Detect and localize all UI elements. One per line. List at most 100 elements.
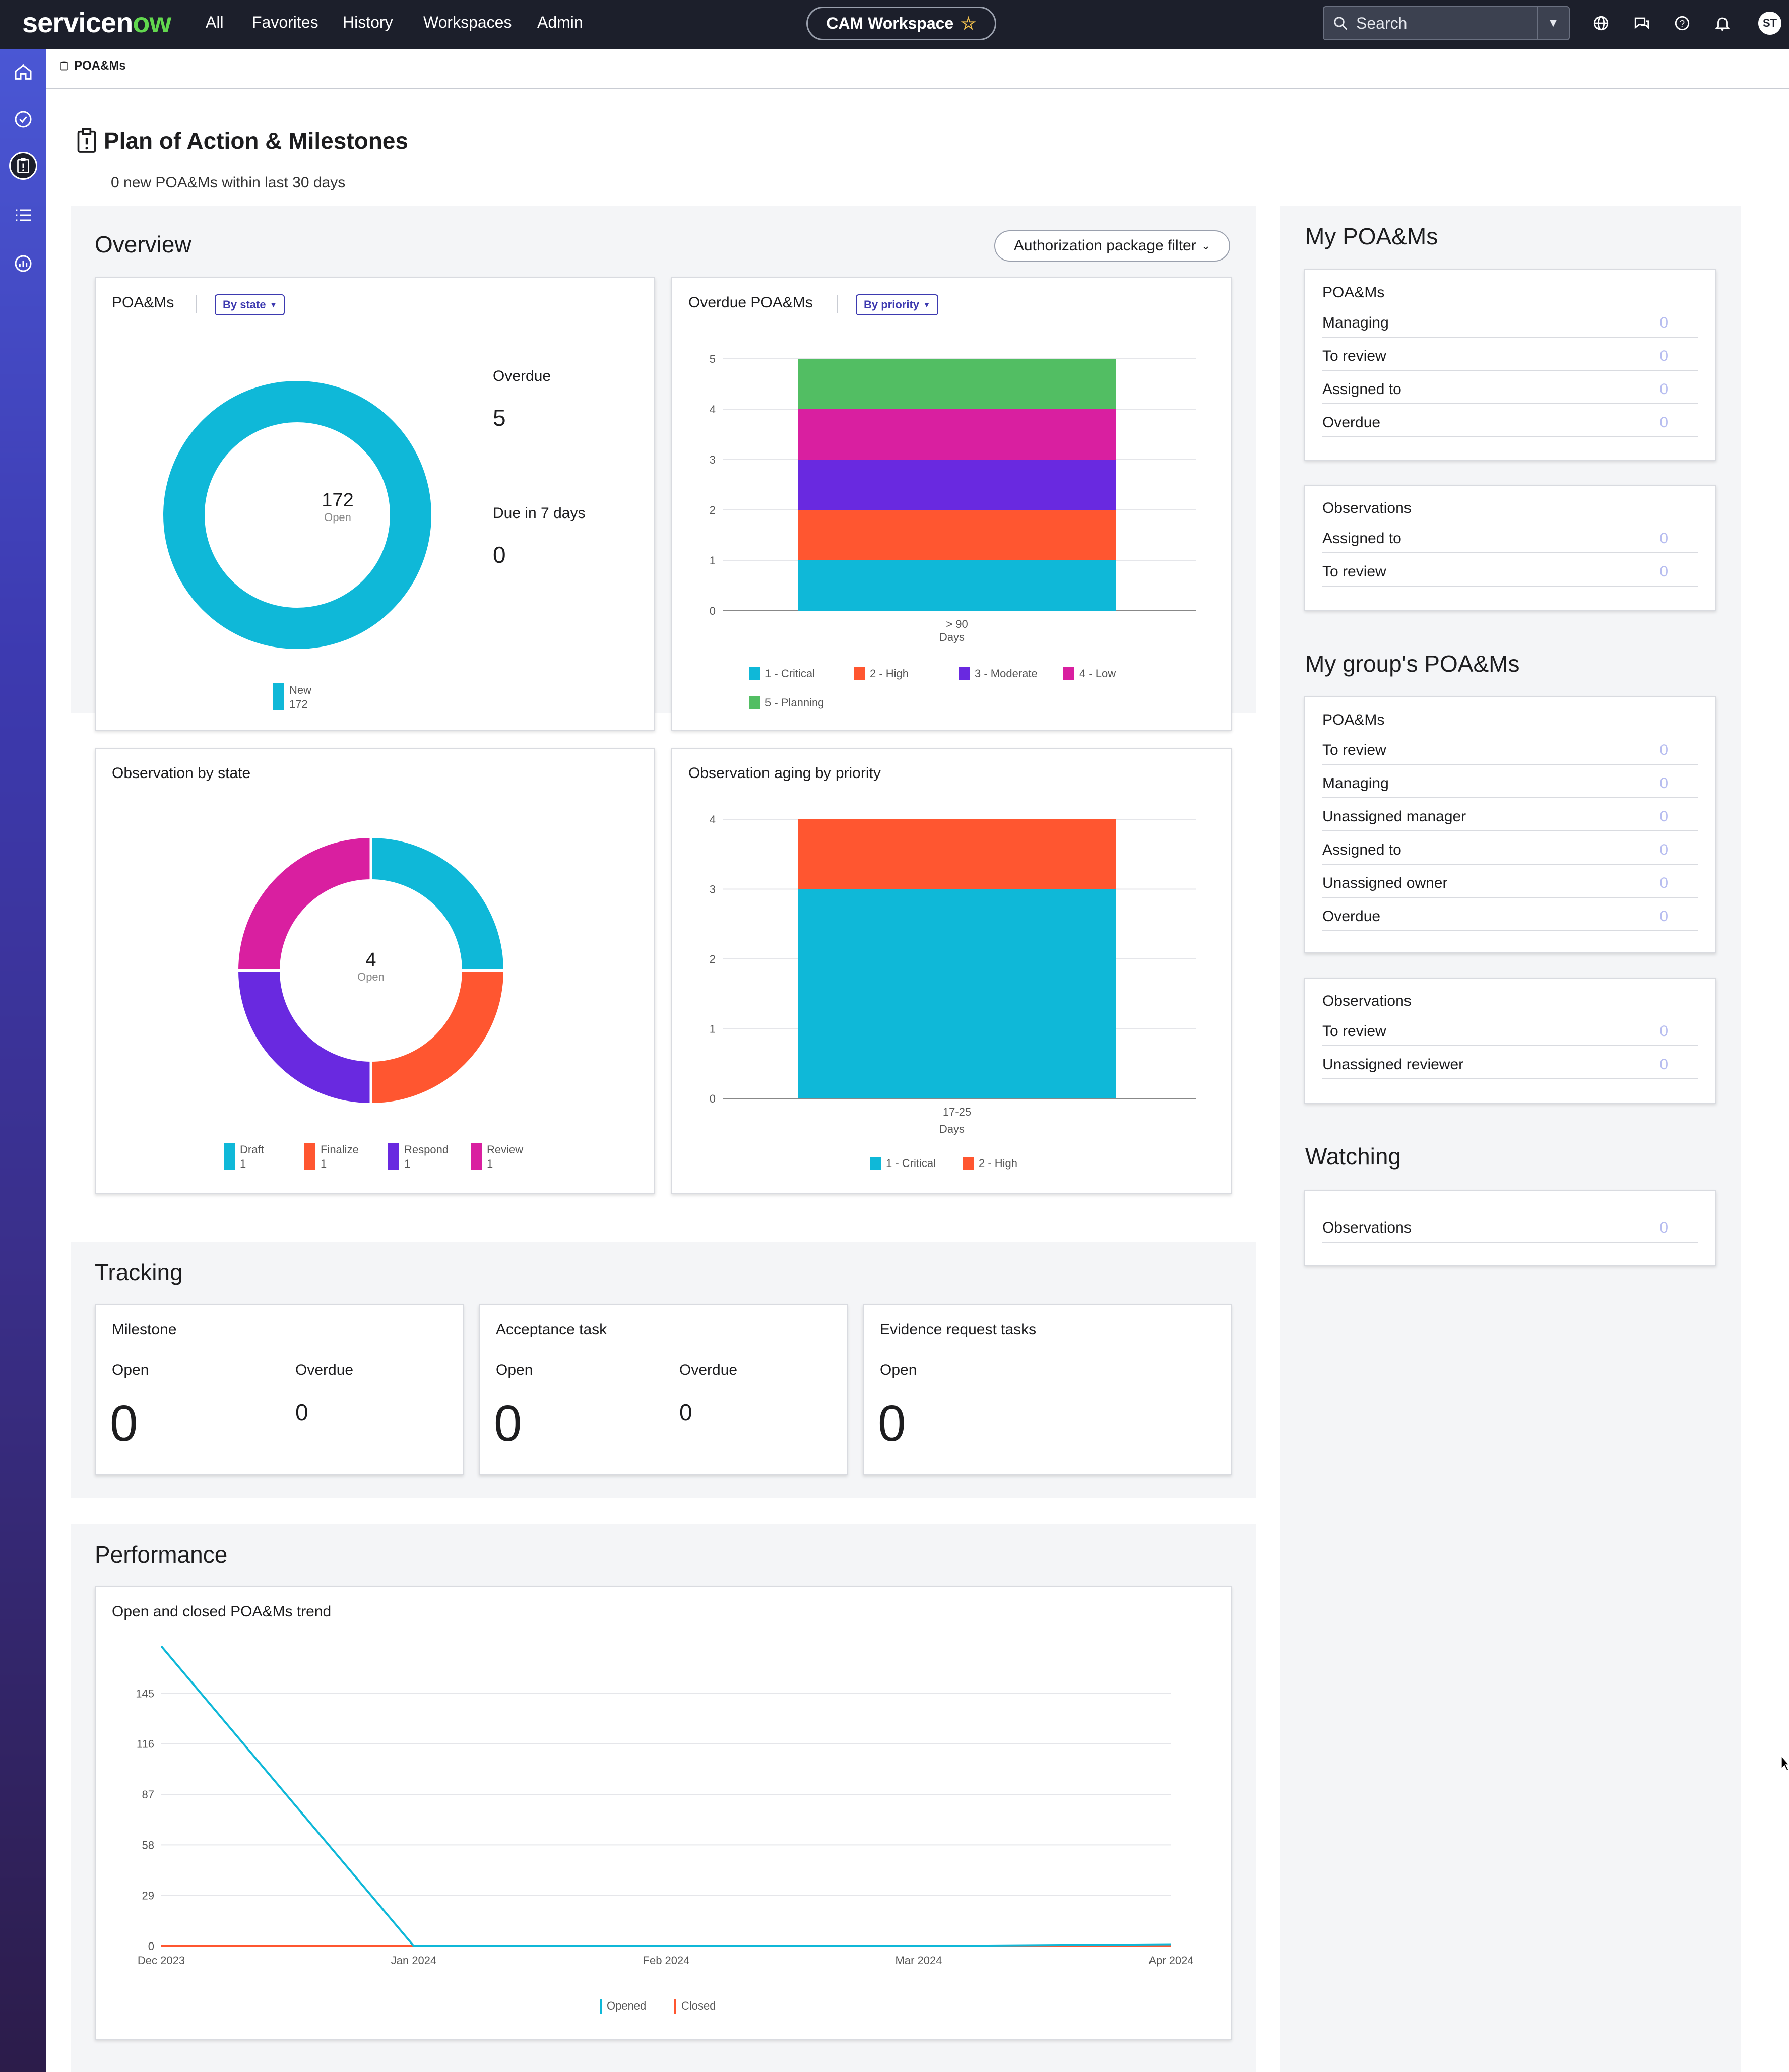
avatar[interactable]: ST — [1758, 12, 1781, 35]
legend-item-draft[interactable]: Draft 1 — [224, 1143, 264, 1171]
y-tick-label: 5 — [710, 353, 716, 365]
list-icon[interactable] — [9, 201, 37, 229]
nav-all[interactable]: All — [206, 13, 224, 31]
tracking-panel: Tracking Milestone Open 0 Overdue 0 Acce… — [71, 1242, 1256, 1498]
my-poams-row-to-review[interactable]: To review 0 — [1322, 338, 1698, 371]
by-priority-dropdown[interactable]: By priority ▼ — [856, 294, 938, 315]
legend-item-moderate[interactable]: 3 - Moderate — [959, 667, 1038, 680]
chat-icon[interactable] — [1632, 13, 1652, 33]
donut-segment-review[interactable] — [238, 838, 371, 971]
row-count[interactable]: 0 — [1659, 808, 1668, 825]
row-count[interactable]: 0 — [1659, 314, 1668, 331]
legend-swatch — [304, 1143, 315, 1170]
legend-item-critical[interactable]: 1 - Critical — [870, 1157, 936, 1170]
milestone-card[interactable]: Milestone Open 0 Overdue 0 — [95, 1304, 464, 1475]
card-title: Observations — [1322, 500, 1412, 516]
bar-segment-2-high[interactable] — [798, 510, 1116, 560]
group-poams-row-assigned-to[interactable]: Assigned to 0 — [1322, 831, 1698, 865]
legend-item-respond[interactable]: Respond 1 — [388, 1143, 449, 1171]
donut-segment-draft[interactable] — [370, 838, 503, 971]
my-poams-row-managing[interactable]: Managing 0 — [1322, 304, 1698, 338]
clipboard-icon[interactable] — [9, 152, 37, 180]
x-tick-label: > 90 — [946, 618, 968, 630]
analytics-icon[interactable] — [9, 249, 37, 278]
bar-segment-4-low[interactable] — [798, 409, 1116, 460]
row-count[interactable]: 0 — [1659, 875, 1668, 891]
row-count[interactable]: 0 — [1659, 563, 1668, 580]
search-scope-dropdown[interactable]: ▼ — [1537, 7, 1569, 39]
globe-icon[interactable] — [1591, 13, 1611, 33]
legend-item-opened[interactable]: Opened — [600, 1999, 646, 2014]
donut-segment-finalize[interactable] — [370, 970, 503, 1103]
legend-item-low[interactable]: 4 - Low — [1063, 667, 1116, 680]
group-poams-row-managing[interactable]: Managing 0 — [1322, 765, 1698, 798]
group-poams-row-unassigned-owner[interactable]: Unassigned owner 0 — [1322, 865, 1698, 898]
star-icon[interactable]: ☆ — [961, 14, 976, 33]
bar-segment-2-high[interactable] — [798, 819, 1116, 889]
nav-history[interactable]: History — [343, 13, 393, 31]
bell-icon[interactable] — [1712, 13, 1733, 33]
my-poams-row-overdue[interactable]: Overdue 0 — [1322, 404, 1698, 437]
servicenow-logo[interactable]: servicenow — [22, 6, 171, 39]
performance-panel: Performance Open and closed POA&Ms trend… — [71, 1524, 1256, 2072]
row-count[interactable]: 0 — [1659, 348, 1668, 364]
open-value[interactable]: 0 — [110, 1395, 138, 1452]
legend-item-critical[interactable]: 1 - Critical — [749, 667, 815, 680]
group-observations-row-to-review[interactable]: To review 0 — [1322, 1013, 1698, 1046]
nav-workspaces[interactable]: Workspaces — [423, 13, 512, 31]
caret-down-icon: ▼ — [270, 301, 277, 309]
legend-item-high[interactable]: 2 - High — [963, 1157, 1017, 1170]
watching-row-observations[interactable]: Observations 0 — [1322, 1209, 1698, 1243]
row-count[interactable]: 0 — [1659, 841, 1668, 858]
bar-segment-1-critical[interactable] — [798, 560, 1116, 611]
workspace-selector[interactable]: CAM Workspace ☆ — [806, 7, 996, 40]
group-poams-row-overdue[interactable]: Overdue 0 — [1322, 898, 1698, 931]
nav-admin[interactable]: Admin — [537, 13, 583, 31]
row-count[interactable]: 0 — [1659, 1219, 1668, 1236]
bar-segment-5-planning[interactable] — [798, 359, 1116, 409]
row-count[interactable]: 0 — [1659, 1056, 1668, 1073]
check-circle-icon[interactable] — [9, 105, 37, 134]
line-series-opened[interactable] — [160, 1645, 1172, 1947]
overdue-value[interactable]: 0 — [679, 1399, 692, 1426]
row-count[interactable]: 0 — [1659, 530, 1668, 547]
row-count[interactable]: 0 — [1659, 775, 1668, 792]
by-state-dropdown[interactable]: By state ▼ — [215, 294, 285, 315]
my-observations-row-assigned-to[interactable]: Assigned to 0 — [1322, 520, 1698, 553]
bar-segment-3-moderate[interactable] — [798, 460, 1116, 510]
open-value[interactable]: 0 — [494, 1395, 522, 1452]
global-search[interactable]: Search ▼ — [1323, 6, 1570, 40]
legend-item-new[interactable]: New 172 — [273, 683, 311, 711]
legend-item-planning[interactable]: 5 - Planning — [749, 696, 824, 709]
nav-favorites[interactable]: Favorites — [252, 13, 318, 31]
group-poams-row-unassigned-manager[interactable]: Unassigned manager 0 — [1322, 798, 1698, 831]
donut-segment-respond[interactable] — [238, 970, 371, 1103]
authorization-package-filter[interactable]: Authorization package filter ⌄ — [994, 230, 1230, 262]
home-icon[interactable] — [9, 58, 37, 86]
row-count[interactable]: 0 — [1659, 908, 1668, 925]
legend-item-review[interactable]: Review 1 — [471, 1143, 523, 1171]
row-count[interactable]: 0 — [1659, 742, 1668, 758]
row-count[interactable]: 0 — [1659, 1023, 1668, 1040]
due-in-7-days-value[interactable]: 0 — [493, 542, 506, 568]
row-count[interactable]: 0 — [1659, 381, 1668, 398]
bar-segment-1-critical[interactable] — [798, 889, 1116, 1099]
row-count[interactable]: 0 — [1659, 414, 1668, 431]
breadcrumb-tab[interactable]: POA&Ms — [59, 59, 126, 73]
donut-segment-new[interactable] — [163, 381, 431, 649]
help-icon[interactable]: ? — [1672, 13, 1692, 33]
legend-item-finalize[interactable]: Finalize 1 — [304, 1143, 359, 1171]
legend-item-closed[interactable]: Closed — [674, 1999, 716, 2014]
card-title: Milestone — [112, 1321, 177, 1338]
my-poams-row-assigned-to[interactable]: Assigned to 0 — [1322, 371, 1698, 404]
legend-item-high[interactable]: 2 - High — [854, 667, 909, 680]
overdue-value[interactable]: 0 — [295, 1399, 308, 1426]
my-observations-row-to-review[interactable]: To review 0 — [1322, 553, 1698, 587]
acceptance-task-card[interactable]: Acceptance task Open 0 Overdue 0 — [479, 1304, 848, 1475]
group-observations-row-unassigned-reviewer[interactable]: Unassigned reviewer 0 — [1322, 1046, 1698, 1079]
card-title: Acceptance task — [496, 1321, 607, 1338]
group-poams-row-to-review[interactable]: To review 0 — [1322, 732, 1698, 765]
open-value[interactable]: 0 — [878, 1395, 906, 1452]
overdue-value[interactable]: 5 — [493, 405, 506, 431]
evidence-request-tasks-card[interactable]: Evidence request tasks Open 0 — [863, 1304, 1232, 1475]
